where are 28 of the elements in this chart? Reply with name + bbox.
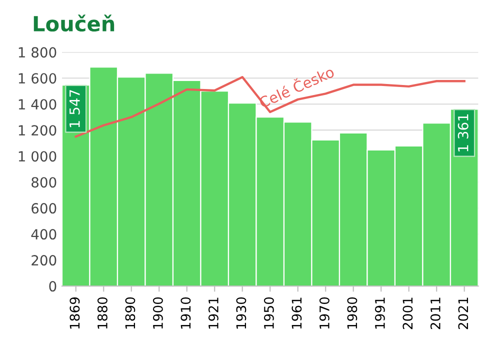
x-tick-label: 1991 [374,298,385,329]
y-tick-label: 600 [32,203,56,214]
data-label: 1 547 [70,90,80,128]
x-tick-label: 1980 [347,297,358,329]
y-tick-label: 1 600 [18,73,56,84]
y-tick-label: 400 [31,229,56,240]
x-tick-label: 1910 [180,297,191,329]
x-tick-label: 1950 [264,297,274,329]
y-tick-label: 1 400 [18,99,56,110]
x-tick-label: 1921 [208,298,218,329]
x-tick-label: 2001 [402,298,413,330]
x-tick-label: 1880 [97,297,108,329]
data-label: 1 361 [458,114,468,152]
y-tick-label: 800 [32,177,56,188]
y-tick-label: 1 000 [18,151,56,162]
x-tick-label: 2021 [458,298,468,330]
chart-title: Loučeň [34,14,114,32]
y-tick-label: 1 800 [18,47,56,58]
y-tick-label: 200 [32,255,56,266]
x-tick-label: 2011 [430,298,440,330]
x-tick-label: 1970 [319,297,330,329]
x-tick-label: 1961 [292,298,302,329]
x-tick-label: 1869 [70,297,80,329]
x-tick-label: 1890 [125,297,136,329]
y-tick-label: 1 200 [18,125,56,136]
x-tick-label: 1930 [236,297,246,329]
x-tick-label: 1900 [152,297,163,329]
y-tick-label: 0 [49,281,56,292]
